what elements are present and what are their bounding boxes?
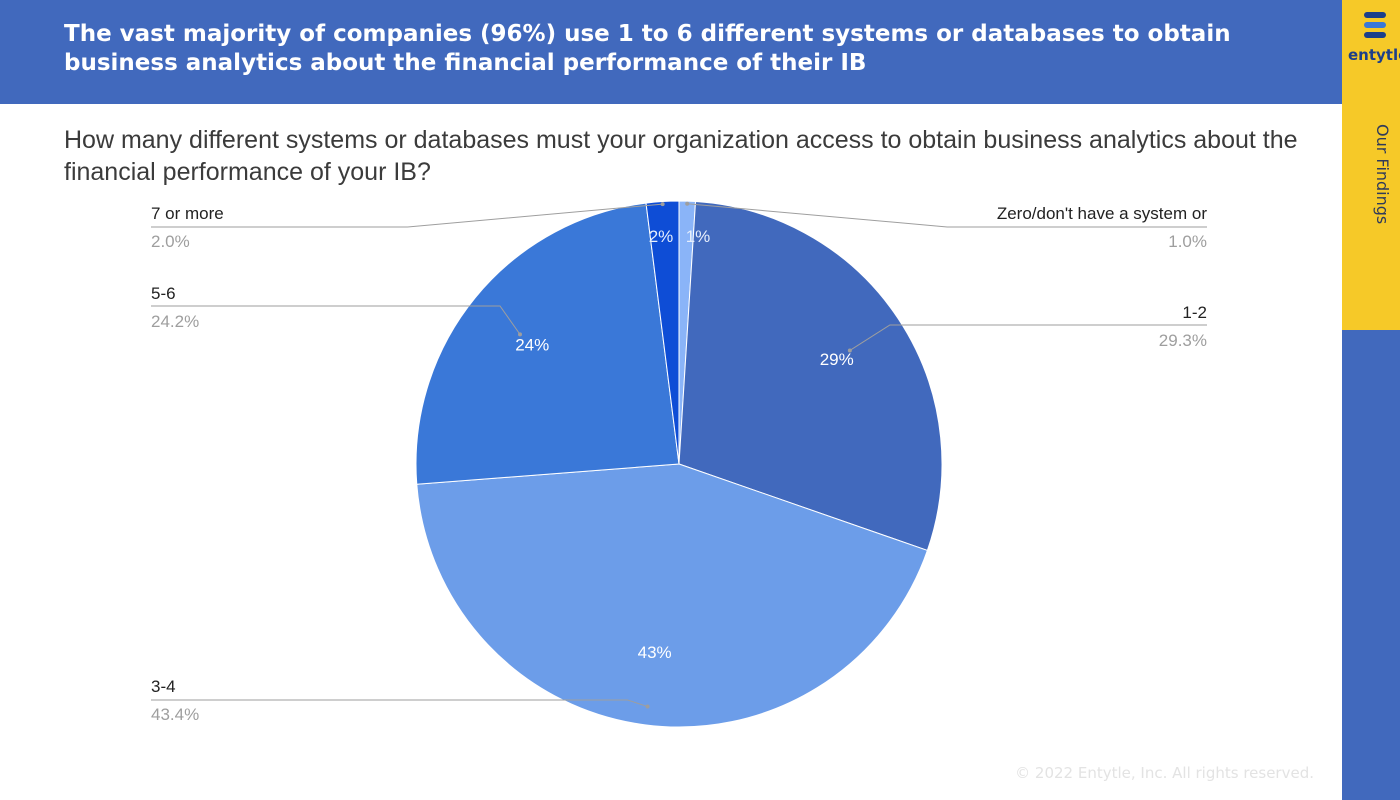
logo-icon — [1364, 12, 1386, 38]
title-banner — [0, 0, 1342, 104]
slice-percent-label: 1% — [686, 227, 711, 246]
copyright: © 2022 Entytle, Inc. All rights reserved… — [1015, 764, 1314, 782]
category-label: 5-6 — [151, 284, 176, 303]
slide-title: The vast majority of companies (96%) use… — [64, 21, 1231, 76]
section-label[interactable]: Our Findings — [1373, 124, 1392, 225]
section-tab[interactable] — [1342, 0, 1400, 330]
pie-slice-3-4 — [416, 463, 929, 728]
value-label: 24.2% — [151, 312, 199, 331]
category-label: 3-4 — [151, 677, 176, 696]
leader-line — [151, 699, 648, 708]
slice-percent-label: 2% — [649, 227, 674, 246]
logo-text: entytle — [1348, 46, 1400, 64]
pie-slice-1-2 — [678, 200, 943, 552]
value-label: 2.0% — [151, 232, 190, 251]
value-label: 1.0% — [1168, 232, 1207, 251]
value-label: 43.4% — [151, 705, 199, 724]
value-label: 29.3% — [1159, 331, 1207, 350]
category-label: Zero/don't have a system or — [997, 204, 1208, 223]
category-label: 1-2 — [1182, 303, 1207, 322]
slice-percent-label: 24% — [515, 335, 549, 354]
pie-chart: Zero/don't have a system or 1.0% 1% 1-2 29.3… — [151, 200, 1208, 728]
pie-slice-7-or-more — [645, 200, 680, 465]
leader-line — [151, 305, 521, 335]
slice-percent-label: 29% — [820, 350, 854, 369]
leader-line — [687, 203, 1207, 228]
slice-percent-label: 43% — [638, 643, 672, 662]
leader-line — [849, 324, 1207, 351]
pie-slice-5-6 — [415, 202, 680, 485]
question-text: How many different systems or databases … — [64, 126, 1298, 186]
category-label: 7 or more — [151, 204, 224, 223]
leader-line — [151, 203, 663, 228]
